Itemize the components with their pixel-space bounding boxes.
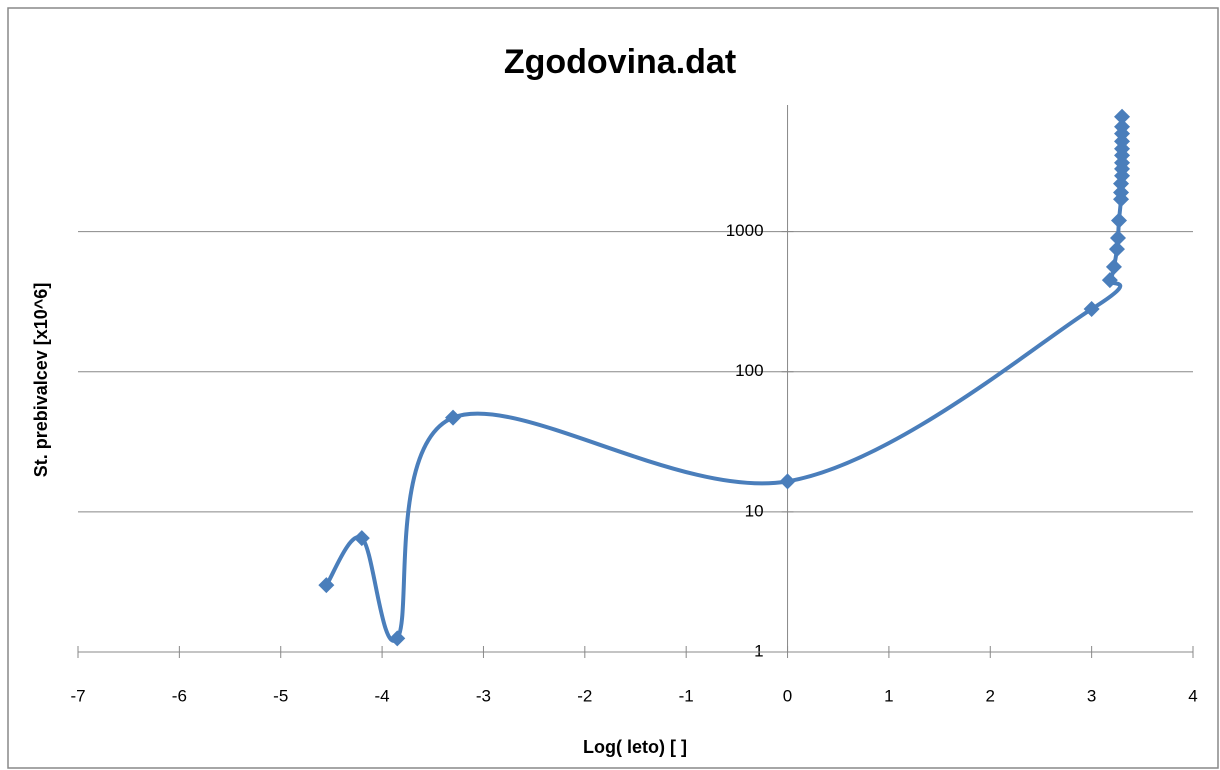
x-tick-label: 4 (1188, 686, 1197, 705)
x-tick-label: 3 (1087, 686, 1096, 705)
marker (1114, 108, 1131, 125)
y-tick-label: 1 (754, 641, 763, 660)
marker (445, 409, 462, 426)
marker (389, 630, 406, 647)
marker (1111, 212, 1128, 229)
marker (779, 473, 796, 490)
marker (1105, 258, 1122, 275)
marker (318, 577, 335, 594)
x-tick-label: -3 (476, 686, 491, 705)
x-tick-label: 2 (986, 686, 995, 705)
chart-border (7, 7, 1219, 769)
y-tick-label: 1000 (726, 221, 764, 240)
marker (1109, 229, 1126, 246)
y-axis-label: St. prebivalcev [x10^6] (31, 283, 51, 478)
x-tick-label: -2 (577, 686, 592, 705)
x-tick-label: -1 (679, 686, 694, 705)
chart-title: Zgodovina.dat (504, 43, 736, 81)
y-tick-label: 100 (735, 361, 763, 380)
marker (1113, 184, 1130, 201)
x-tick-label: -4 (375, 686, 390, 705)
marker (1108, 241, 1125, 258)
marker (1114, 118, 1131, 135)
x-tick-label: 1 (884, 686, 893, 705)
y-tick-label: 10 (745, 501, 764, 520)
x-axis-label: Log( leto) [ ] (583, 737, 687, 757)
x-tick-label: -6 (172, 686, 187, 705)
marker (1083, 301, 1100, 318)
marker (353, 530, 370, 547)
x-tick-label: 0 (783, 686, 792, 705)
x-tick-label: -7 (70, 686, 85, 705)
x-tick-label: -5 (273, 686, 288, 705)
marker (1101, 272, 1118, 289)
